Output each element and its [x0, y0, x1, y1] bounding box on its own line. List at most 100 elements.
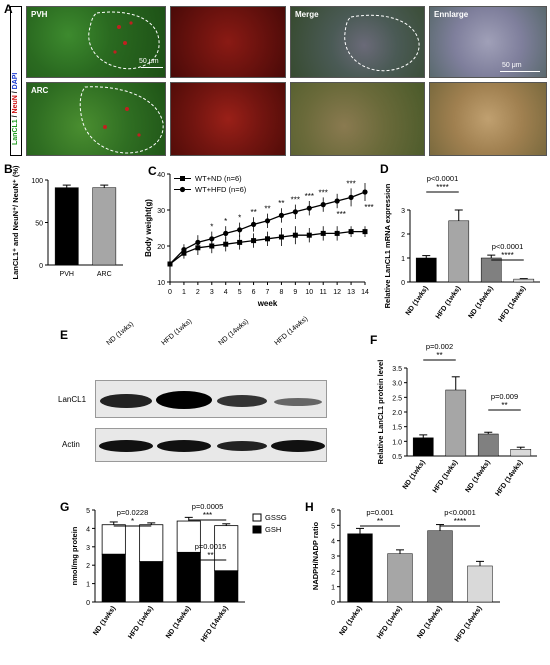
panel-g-chart: 0 1 2 3 4 5 nmol/mg protein ND (1wks) HFD (1wks)…: [70, 502, 287, 644]
y-tick-label: 3: [86, 545, 90, 552]
data-point: [250, 221, 257, 227]
panel-a-ylabel: LanCL1 / NeuN / DAPI: [12, 72, 19, 145]
significance-stars: ***: [305, 192, 314, 201]
data-point: [223, 230, 229, 236]
bar: [448, 220, 470, 283]
data-point: [278, 212, 285, 218]
bar-segment: [214, 525, 239, 572]
y-tick-label: 10: [157, 280, 165, 287]
y-axis-label: Relative LanCL1 protein level: [376, 360, 385, 465]
y-axis-label: NADPH/NADP ratio: [311, 521, 320, 590]
legend-label: WT+HFD (n=6): [195, 185, 247, 194]
bar: [480, 257, 502, 283]
significance-stars: **: [377, 517, 383, 526]
x-tick-label: 10: [305, 289, 313, 296]
bar: [427, 530, 453, 603]
x-tick-label: ND (14wks): [416, 605, 443, 640]
bar: [510, 449, 532, 457]
data-point: [292, 232, 298, 238]
pvh-neun-image: [170, 6, 286, 78]
data-point: [209, 236, 215, 242]
data-point: [348, 194, 354, 200]
x-tick-label: 13: [347, 289, 355, 296]
y-tick-label: 40: [157, 172, 165, 179]
p-value: p=0.002: [426, 342, 453, 351]
scale-bar-label: 50 μm: [139, 58, 159, 65]
band-label-actin: Actin: [62, 440, 80, 449]
x-tick-label: 7: [266, 289, 270, 296]
y-tick-label: 100: [31, 178, 43, 185]
data-point: [278, 234, 284, 240]
legend-label: WT+ND (n=6): [195, 174, 242, 183]
significance-stars: ***: [346, 179, 355, 188]
arc-neun-image: [170, 82, 286, 156]
data-point: [306, 232, 312, 238]
data-point: [334, 230, 340, 236]
y-tick-label: 4: [86, 526, 90, 533]
x-tick-label: 2: [196, 289, 200, 296]
scale-bar: [141, 67, 163, 68]
significance-stars: ***: [336, 210, 345, 219]
y-tick-label: 4: [331, 539, 335, 546]
significance-stars: **: [501, 401, 507, 410]
significance-stars: *: [238, 214, 241, 223]
legend-label: GSSG: [265, 513, 287, 522]
actin-bands: [99, 440, 325, 452]
legend-label: GSH: [265, 525, 281, 534]
significance-stars: ****: [501, 251, 513, 260]
arc-merge-image: [290, 82, 425, 156]
x-tick-label: 1: [182, 289, 186, 296]
y-tick-label: 5: [331, 523, 335, 530]
bar: [54, 187, 79, 266]
panel-d-chart: 0 1 2 3 ND (1wks) HFD (1wks) ND (14wks) HFD (14…: [383, 174, 540, 324]
pvh-region-label: PVH: [31, 10, 48, 19]
data-point: [181, 247, 187, 253]
lancl1-blot: [95, 380, 327, 418]
data-point: [334, 198, 340, 204]
data-point: [348, 229, 354, 235]
panel-b-chart: 0 50 100 PVH ARC LanCL1⁺ and NeuN⁺/ NeuN⁺ (%): [11, 165, 123, 279]
x-tick-label: 3: [210, 289, 214, 296]
significance-stars: ***: [291, 196, 300, 205]
bar-segment: [139, 524, 164, 562]
legend-swatch: [252, 513, 262, 522]
data-point: [264, 218, 271, 224]
bar-segment: [139, 561, 164, 603]
x-tick-label: HFD (1wks): [432, 459, 460, 494]
significance-stars: **: [207, 551, 213, 560]
data-point: [362, 189, 368, 195]
x-tick-label: HFD (1wks): [376, 605, 404, 640]
significance-stars: ***: [319, 188, 328, 197]
significance-stars: ***: [364, 203, 373, 212]
significance-stars: **: [264, 205, 270, 214]
x-tick-label: ND (14wks): [468, 285, 495, 320]
bar: [387, 553, 413, 603]
panel-h-chart: 0 1 2 3 4 5 6 ND (1wks) HFD (1wks) ND (14wks) HFD …: [311, 508, 500, 644]
p-value: p<0.0001: [427, 174, 459, 183]
bar-segment: [101, 524, 126, 555]
significance-stars: ****: [454, 517, 466, 526]
y-tick-label: 2: [401, 232, 405, 239]
panel-a-label: A: [4, 2, 13, 16]
y-tick-label: 20: [157, 244, 165, 251]
x-tick-label: ND (14wks): [465, 459, 492, 494]
merge-label: Merge: [295, 10, 319, 19]
y-tick-label: 0: [331, 600, 335, 607]
x-tick-label: 4: [224, 289, 228, 296]
p-value: p<0.0001: [444, 508, 476, 517]
arc-lancl1-image: ARC: [26, 82, 166, 156]
bar-segment: [214, 570, 239, 603]
y-tick-label: 0: [86, 600, 90, 607]
y-tick-label: 50: [35, 221, 43, 228]
x-tick-label: ND (1wks): [405, 285, 430, 317]
panel-f-chart: 0.5 1.0 1.5 2.0 2.5 3.0 3.5 ND (1wks) HFD (1wks)…: [376, 342, 537, 498]
data-point: [292, 209, 298, 215]
x-tick-label: 6: [252, 289, 256, 296]
x-tick-label: HFD (14wks): [200, 605, 230, 643]
x-tick-label: ARC: [97, 271, 112, 278]
data-point: [195, 239, 201, 245]
arc-region-label: ARC: [31, 86, 49, 95]
y-tick-label: 0: [39, 263, 43, 270]
bar: [467, 565, 493, 603]
y-tick-label: 3.5: [392, 366, 402, 373]
